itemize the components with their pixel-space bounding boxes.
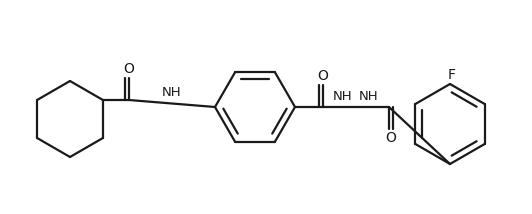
Text: O: O (123, 62, 135, 76)
Text: O: O (318, 69, 328, 83)
Text: NH: NH (162, 86, 182, 99)
Text: NH: NH (359, 89, 379, 103)
Text: O: O (386, 131, 396, 145)
Text: F: F (448, 68, 456, 82)
Text: NH: NH (333, 89, 353, 103)
